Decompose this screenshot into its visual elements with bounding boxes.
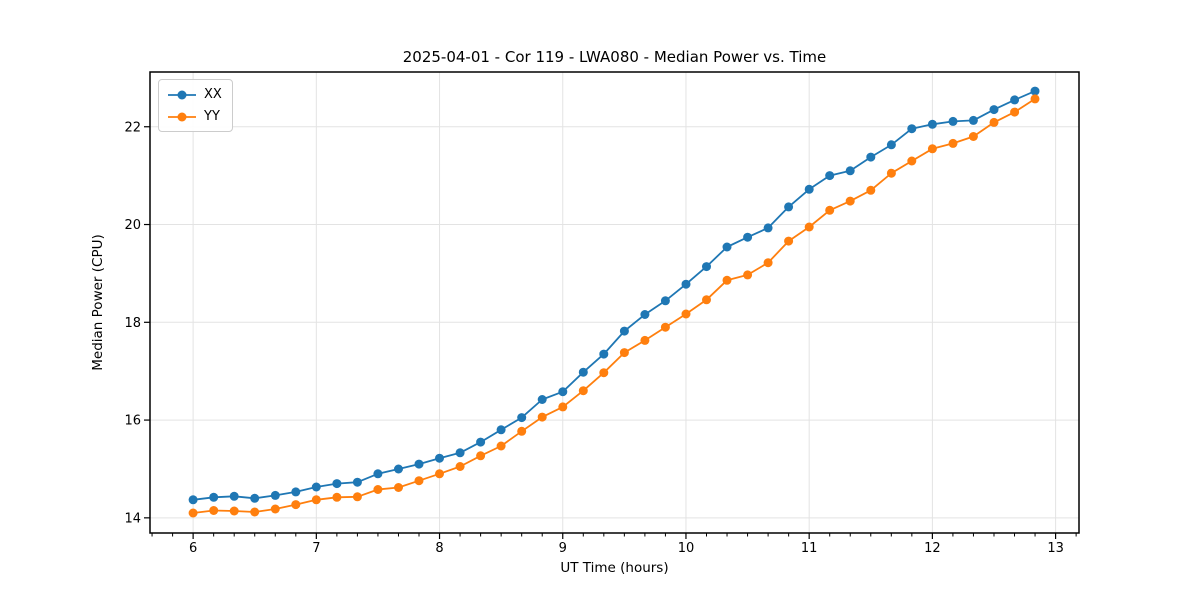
svg-text:13: 13 xyxy=(1047,541,1064,556)
svg-text:22: 22 xyxy=(124,120,141,135)
legend-label-xx: XX xyxy=(204,87,222,102)
chart-title: 2025-04-01 - Cor 119 - LWA080 - Median P… xyxy=(402,48,827,66)
svg-text:16: 16 xyxy=(124,414,141,429)
svg-text:10: 10 xyxy=(678,541,695,556)
svg-text:7: 7 xyxy=(312,541,320,556)
legend-marker-yy-icon xyxy=(168,112,196,121)
svg-text:11: 11 xyxy=(801,541,818,556)
legend-marker-xx-icon xyxy=(168,90,196,99)
x-axis-label: UT Time (hours) xyxy=(560,560,669,576)
svg-text:6: 6 xyxy=(189,541,197,556)
y-axis-label: Median Power (CPU) xyxy=(90,234,106,371)
svg-text:20: 20 xyxy=(124,218,141,233)
svg-text:12: 12 xyxy=(924,541,941,556)
legend-item-xx: XX xyxy=(167,85,222,104)
svg-text:18: 18 xyxy=(124,316,141,331)
svg-text:9: 9 xyxy=(559,541,567,556)
legend: XX YY xyxy=(158,79,233,132)
legend-label-yy: YY xyxy=(204,109,220,124)
svg-text:14: 14 xyxy=(124,511,141,526)
legend-item-yy: YY xyxy=(167,107,222,126)
svg-text:8: 8 xyxy=(435,541,443,556)
